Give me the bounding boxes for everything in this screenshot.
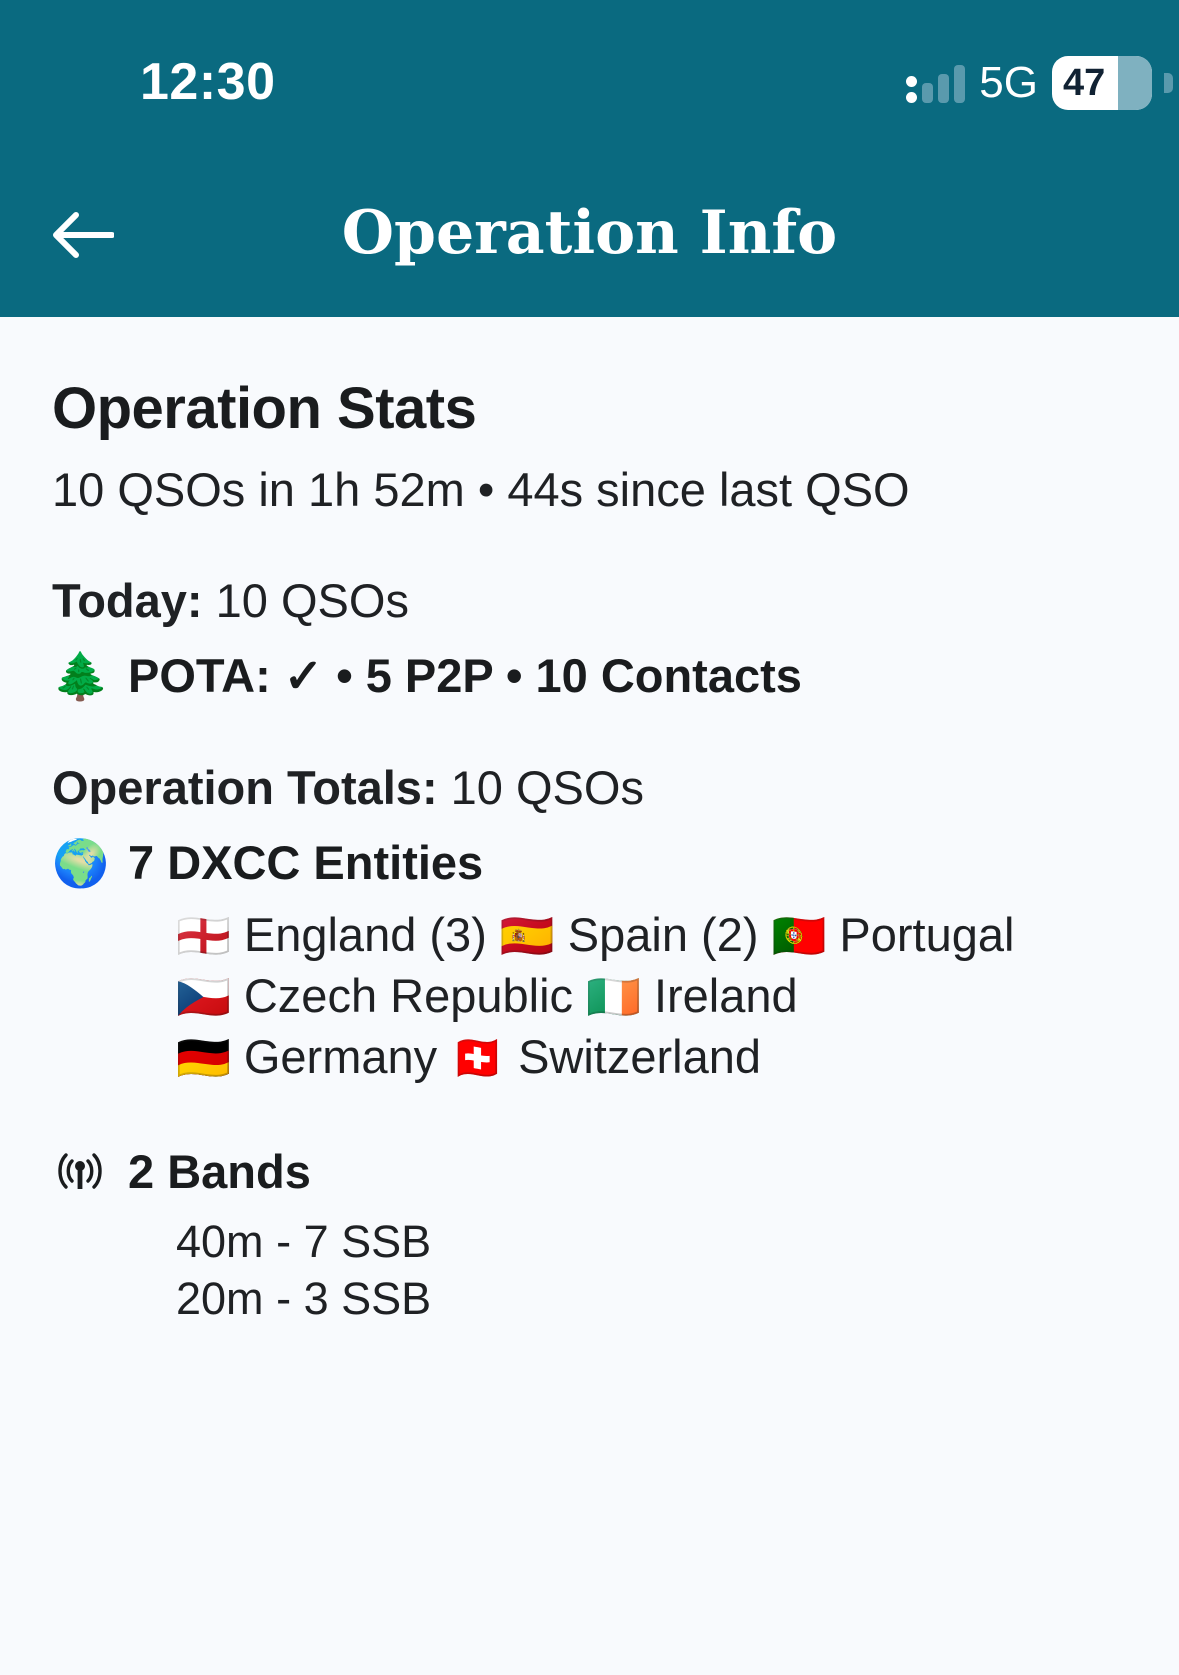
signal-dots (906, 63, 918, 103)
today-label: Today: (52, 574, 203, 627)
status-indicators: 5G 47 (906, 56, 1173, 110)
bands-label: 2 Bands (128, 1144, 311, 1198)
band-detail: 7 SSB (303, 1215, 432, 1267)
today-value: 10 QSOs (215, 574, 409, 627)
band-row: 20m - 3 SSB (176, 1270, 1127, 1328)
band-row: 40m - 7 SSB (176, 1213, 1127, 1271)
flag-icon-spain: 🇪🇸 (499, 912, 555, 961)
battery-level-label: 47 (1063, 61, 1106, 104)
band-name: 40m (176, 1215, 264, 1267)
pota-label: POTA: ✓ • 5 P2P • 10 Contacts (128, 649, 802, 702)
pota-line: 🌲 POTA: ✓ • 5 P2P • 10 Contacts (52, 648, 1127, 704)
operation-totals-value: 10 QSOs (450, 761, 644, 814)
network-type-label: 5G (979, 58, 1038, 107)
dxcc-entity-name: Spain (2) (567, 908, 759, 961)
antenna-signal-icon (52, 1147, 128, 1195)
back-button[interactable] (40, 198, 126, 272)
title-row: Operation Info (0, 150, 1179, 317)
app-bar: 12:30 5G 47 Operation (0, 0, 1179, 317)
band-name: 20m (176, 1273, 264, 1325)
evergreen-tree-icon: 🌲 (52, 650, 110, 702)
operation-stats-summary: 10 QSOs in 1h 52m • 44s since last QSO (52, 463, 910, 516)
bands-line: 2 Bands (52, 1144, 1127, 1199)
today-section: Today: 10 QSOs 🌲 POTA: ✓ • 5 P2P • 10 Co… (52, 573, 1127, 704)
dxcc-entity-name: Ireland (653, 969, 798, 1023)
band-detail: 3 SSB (303, 1273, 432, 1325)
dxcc-row: 🏴󠁧󠁢󠁥󠁮󠁧󠁿 England (3) 🇪🇸 Spain (2) 🇵🇹 Port… (176, 904, 1127, 965)
band-separator: - (276, 1215, 292, 1267)
flag-icon-germany: 🇩🇪 (176, 1034, 231, 1084)
flag-icon-ireland: 🇮🇪 (586, 973, 641, 1023)
signal-bars-icon (906, 63, 966, 103)
back-arrow-icon (53, 212, 114, 258)
page-title: Operation Info (341, 198, 838, 268)
dxcc-label: 7 DXCC Entities (128, 836, 484, 889)
battery-indicator: 47 (1052, 56, 1152, 110)
flag-icon-england: 🏴󠁧󠁢󠁥󠁮󠁧󠁿 (176, 912, 231, 961)
dxcc-entity-name: Portugal (839, 908, 1015, 961)
dxcc-entity-name: England (3) (243, 908, 487, 961)
main-content: Operation Stats 10 QSOs in 1h 52m • 44s … (0, 375, 1179, 1328)
flag-icon-czech-republic: 🇨🇿 (176, 973, 231, 1023)
dxcc-line: 🌍 7 DXCC Entities (52, 835, 1127, 890)
flag-icon-portugal: 🇵🇹 (771, 912, 827, 961)
today-line: Today: 10 QSOs (52, 573, 1127, 628)
status-bar: 12:30 5G 47 (0, 0, 1179, 150)
band-separator: - (276, 1273, 292, 1325)
operation-totals-line: Operation Totals: 10 QSOs (52, 760, 1127, 815)
dxcc-entity-list: 🏴󠁧󠁢󠁥󠁮󠁧󠁿 England (3) 🇪🇸 Spain (2) 🇵🇹 Port… (176, 904, 1127, 1088)
dxcc-row: 🇨🇿 Czech Republic 🇮🇪 Ireland (176, 965, 1127, 1026)
dxcc-entity-name: Germany (243, 1030, 438, 1084)
dxcc-entity-name: Czech Republic (243, 969, 574, 1023)
operation-stats-heading: Operation Stats (52, 376, 477, 441)
battery-fill (1118, 56, 1152, 110)
band-list: 40m - 7 SSB 20m - 3 SSB (176, 1213, 1127, 1328)
battery-tip-icon (1164, 73, 1173, 93)
dxcc-row: 🇩🇪 Germany 🇨🇭 Switzerland (176, 1026, 1127, 1087)
operation-totals-section: Operation Totals: 10 QSOs 🌍 7 DXCC Entit… (52, 760, 1127, 1328)
operation-totals-label: Operation Totals: (52, 761, 438, 814)
flag-icon-switzerland: 🇨🇭 (450, 1034, 505, 1084)
dxcc-entity-name: Switzerland (518, 1030, 762, 1084)
status-clock: 12:30 (140, 53, 276, 111)
globe-icon: 🌍 (52, 836, 110, 889)
